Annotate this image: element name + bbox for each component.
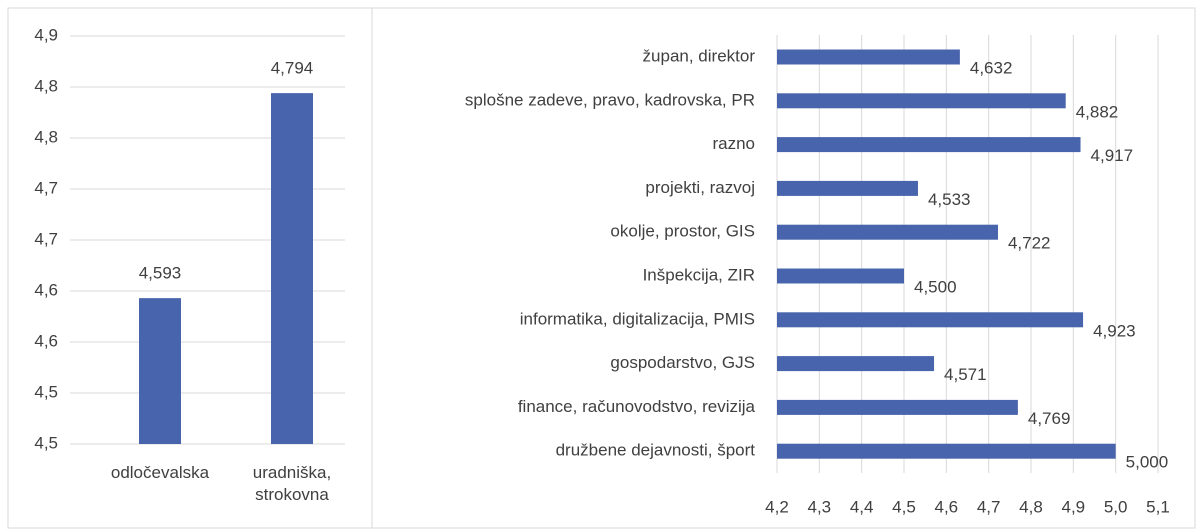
- category-label: informatika, digitalizacija, PMIS: [520, 309, 755, 328]
- value-label: 4,882: [1076, 102, 1119, 121]
- y-tick-label: 4,5: [34, 382, 58, 401]
- value-label: 4,533: [928, 190, 971, 209]
- category-label: Inšpekcija, ZIR: [643, 265, 755, 284]
- x-tick-label: 4,7: [977, 497, 1001, 516]
- y-tick-label: 4,8: [34, 127, 58, 146]
- category-label: projekti, razvoj: [645, 178, 755, 197]
- x-tick-label: uradniška, strokovna: [252, 463, 332, 504]
- category-label: razno: [712, 134, 755, 153]
- category-label: gospodarstvo, GJS: [610, 353, 755, 372]
- x-tick-label: 4,2: [765, 497, 789, 516]
- value-label: 4,769: [1028, 409, 1071, 428]
- value-label: 4,571: [944, 365, 987, 384]
- x-tick-label: 4,3: [808, 497, 832, 516]
- y-tick-label: 4,5: [34, 433, 58, 452]
- y-tick-label: 4,7: [34, 178, 58, 197]
- value-label: 4,722: [1008, 234, 1051, 253]
- value-label: 5,000: [1126, 453, 1169, 472]
- x-tick-label: 4,8: [1019, 497, 1043, 516]
- category-label: župan, direktor: [643, 46, 756, 65]
- y-tick-label: 4,7: [34, 229, 58, 248]
- x-tick-label: 5,0: [1104, 497, 1128, 516]
- bar: [777, 356, 935, 372]
- bar: [271, 93, 313, 445]
- left-panel: [7, 7, 373, 529]
- category-label: družbene dejavnosti, šport: [556, 441, 756, 460]
- x-tick-label: 4,5: [892, 497, 916, 516]
- y-tick-label: 4,6: [34, 280, 58, 299]
- x-tick-label: odločevalska: [110, 463, 210, 482]
- bar: [777, 180, 918, 196]
- category-label: okolje, prostor, GIS: [610, 222, 755, 241]
- value-label: 4,593: [139, 264, 182, 283]
- value-label: 4,794: [271, 59, 314, 78]
- bar: [777, 268, 904, 284]
- right-panel: [371, 7, 1196, 529]
- bar: [777, 137, 1081, 153]
- value-label: 4,923: [1093, 321, 1136, 340]
- y-tick-label: 4,9: [34, 25, 58, 44]
- bar: [139, 298, 181, 444]
- bar: [777, 224, 998, 240]
- y-tick-label: 4,8: [34, 76, 58, 95]
- x-tick-label: 5,1: [1146, 497, 1170, 516]
- x-tick-label: 4,4: [850, 497, 874, 516]
- value-label: 4,917: [1091, 146, 1134, 165]
- bar: [777, 49, 960, 65]
- value-label: 4,500: [914, 277, 957, 296]
- x-tick-label: 4,9: [1062, 497, 1086, 516]
- category-label: splošne zadeve, pravo, kadrovska, PR: [465, 90, 755, 109]
- category-label: finance, računovodstvo, revizija: [518, 397, 756, 416]
- bar: [777, 443, 1116, 459]
- bar: [777, 93, 1066, 109]
- bar: [777, 399, 1018, 415]
- bar: [777, 312, 1084, 328]
- x-tick-label: 4,6: [935, 497, 959, 516]
- y-tick-label: 4,6: [34, 331, 58, 350]
- value-label: 4,632: [970, 58, 1013, 77]
